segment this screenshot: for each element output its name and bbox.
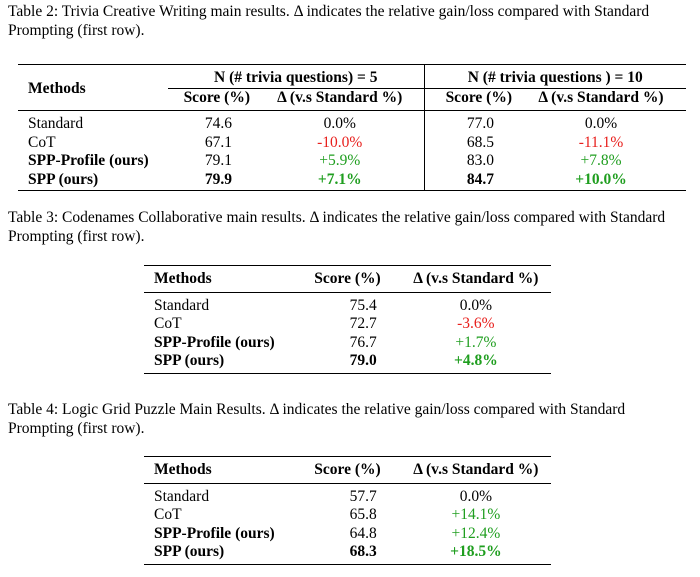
table4: Methods Score (%) Δ (v.s Standard %) Sta… [144, 456, 551, 565]
table4-caption: Table 4: Logic Grid Puzzle Main Results.… [8, 401, 626, 437]
method-cell: Standard [154, 487, 210, 505]
methods-header: Methods [18, 64, 168, 111]
delta-header-n10: Δ (v.s Standard %) [516, 88, 686, 111]
method-cell: SPP-Profile (ours) [28, 152, 149, 169]
delta-cell: +7.8% [580, 152, 622, 169]
method-cell: SPP (ours) [28, 170, 99, 188]
delta-cell: -10.0% [256, 133, 425, 152]
score-cell: 72.7 [349, 315, 377, 332]
score-cell: 83.0 [466, 152, 494, 169]
table3: Methods Score (%) Δ (v.s Standard %) Sta… [144, 265, 551, 374]
delta-header: Δ (v.s Standard %) [400, 456, 551, 484]
delta-cell: 0.0% [584, 115, 618, 132]
score-cell: 84.7 [466, 170, 494, 188]
score-cell: 79.9 [204, 170, 232, 188]
table-row: SPP-Profile (ours) 64.8 +12.4% [144, 525, 551, 544]
methods-header: Methods [144, 265, 296, 293]
delta-header: Δ (v.s Standard %) [400, 265, 551, 293]
delta-cell: +7.1% [256, 170, 425, 191]
table-row: CoT 65.8 +14.1% [144, 506, 551, 525]
delta-cell: +4.8% [453, 352, 498, 369]
method-cell: CoT [154, 506, 182, 523]
table-row: SPP (ours) 79.0 +4.8% [144, 352, 551, 373]
score-cell: 68.5 [466, 133, 494, 151]
method-cell: Standard [154, 296, 210, 314]
score-cell: 74.6 [204, 115, 232, 132]
delta-header-n5: Δ (v.s Standard %) [256, 88, 425, 111]
method-cell: CoT [28, 133, 56, 151]
table-row: SPP (ours) 79.9 +7.1% 84.7 +10.0% [18, 170, 686, 191]
method-cell: SPP-Profile (ours) [154, 524, 275, 542]
score-header-n5: Score (%) [168, 88, 256, 111]
score-header: Score (%) [295, 456, 401, 484]
table-row: Standard 74.6 0.0% 77.0 0.0% [18, 110, 686, 134]
score-header-n10: Score (%) [424, 88, 516, 111]
delta-cell: 0.0% [459, 487, 492, 505]
delta-cell: +12.4% [451, 524, 501, 542]
table-row: SPP-Profile (ours) 76.7 +1.7% [144, 334, 551, 353]
delta-cell: +18.5% [450, 543, 502, 560]
table2: Methods N (# trivia questions) = 5 N (# … [18, 64, 686, 191]
table-row: CoT 72.7 -3.6% [144, 315, 551, 334]
delta-cell: +14.1% [451, 506, 501, 523]
method-cell: SPP (ours) [154, 543, 225, 560]
group-header-n5: N (# trivia questions) = 5 [168, 64, 425, 89]
score-cell: 76.7 [349, 333, 377, 351]
group-header-n10: N (# trivia questions ) = 10 [424, 64, 686, 89]
table2-caption: Table 2: Trivia Creative Writing main re… [8, 3, 650, 39]
method-cell: SPP (ours) [154, 352, 225, 369]
table-row: CoT 67.1 -10.0% 68.5 -11.1% [18, 133, 686, 152]
delta-cell: +1.7% [455, 333, 497, 351]
delta-cell: -11.1% [578, 133, 624, 151]
score-cell: 75.4 [349, 296, 377, 314]
table-row: Standard 57.7 0.0% [144, 483, 551, 506]
table-row: SPP-Profile (ours) 79.1 +5.9% 83.0 +7.8% [18, 152, 686, 171]
table3-caption: Table 3: Codenames Collaborative main re… [8, 209, 666, 245]
score-cell: 79.0 [349, 352, 377, 369]
score-cell: 67.1 [204, 133, 232, 151]
delta-cell: 0.0% [256, 110, 425, 134]
methods-header: Methods [144, 456, 296, 484]
delta-cell: +5.9% [256, 152, 425, 171]
score-cell: 64.8 [349, 524, 377, 542]
table-row: Standard 75.4 0.0% [144, 292, 551, 315]
score-cell: 77.0 [466, 115, 494, 132]
method-cell: SPP-Profile (ours) [154, 333, 275, 351]
score-cell: 57.7 [349, 487, 377, 505]
score-cell: 65.8 [349, 506, 377, 523]
method-cell: CoT [154, 315, 182, 332]
delta-cell: 0.0% [459, 296, 492, 314]
method-cell: Standard [28, 115, 84, 132]
score-cell: 79.1 [204, 152, 232, 169]
score-cell: 68.3 [349, 543, 377, 560]
score-header: Score (%) [295, 265, 401, 293]
delta-cell: -3.6% [457, 315, 495, 332]
delta-cell: +10.0% [575, 170, 627, 188]
table-row: SPP (ours) 68.3 +18.5% [144, 543, 551, 564]
